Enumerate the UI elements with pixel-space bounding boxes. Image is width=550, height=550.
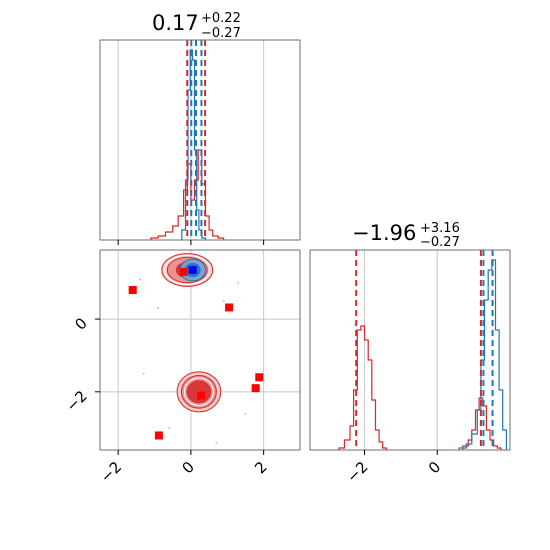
red-contour-ring-upper	[164, 254, 211, 286]
hist1-xtick-label-1: 0	[425, 458, 444, 477]
hist1-blue-series	[458, 259, 507, 450]
hist1-red-series	[338, 325, 387, 450]
hist1-xtick-label-0: −2	[343, 458, 371, 486]
title-param-0-plus: +0.22	[201, 11, 241, 26]
histogram-param-0	[99, 39, 301, 245]
scatter-xtick-label-1: 0	[179, 458, 198, 477]
scatter-sample-5	[142, 372, 145, 375]
scatter-xtick-label-2: 2	[251, 458, 270, 477]
scatter-sample-3	[222, 299, 225, 302]
red-marker-6	[154, 431, 163, 440]
scatter-sample-7	[168, 427, 171, 430]
blue-marker-0	[188, 266, 197, 274]
title-param-1-minus: −0.27	[420, 235, 460, 250]
red-marker-5	[197, 391, 206, 400]
scatter-ytick-label-0: 0	[71, 314, 90, 333]
hist0-red-series	[150, 149, 225, 240]
red-marker-2	[225, 303, 234, 312]
title-param-0: 0.17 +0.22 −0.27	[152, 11, 241, 41]
scatter-sample-6	[244, 412, 247, 415]
title-param-0-minus: −0.27	[201, 26, 241, 41]
scatter-sample-8	[215, 441, 218, 444]
scatter-sample-4	[237, 281, 240, 284]
histogram-param-1: −2 0	[309, 249, 511, 486]
red-marker-4	[251, 384, 260, 393]
scatter-sample-1	[139, 278, 141, 281]
title-param-1-plus: +3.16	[420, 221, 460, 236]
red-marker-1	[179, 267, 188, 276]
histogram-param-0-frame	[99, 39, 301, 241]
red-marker-0	[128, 286, 137, 294]
scatter-ytick-label-1: −2	[62, 387, 90, 415]
title-param-0-value: 0.17	[152, 11, 199, 35]
title-param-1: −1.96 +3.16 −0.27	[352, 221, 460, 250]
red-contour-ring-lower	[183, 377, 214, 407]
title-param-1-value: −1.96	[352, 221, 416, 245]
scatter-panel-2d: −2 0 2 0 −2	[62, 249, 301, 486]
scatter-xtick-label-0: −2	[97, 458, 125, 486]
scatter-panel-frame	[99, 249, 301, 451]
scatter-sample-2	[157, 307, 160, 310]
histogram-param-1-frame	[309, 249, 511, 451]
red-marker-3	[255, 373, 264, 382]
